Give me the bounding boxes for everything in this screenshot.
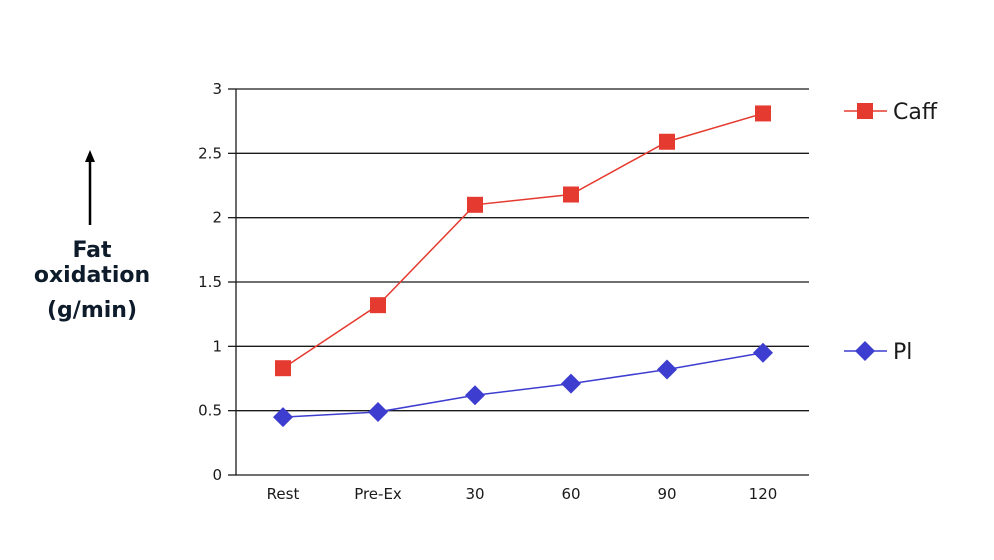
x-tick-label: 60 [561, 485, 580, 503]
y-axis-title-unit: (g/min) [46, 298, 138, 323]
marker-pl [753, 342, 773, 363]
marker-pl [561, 373, 581, 394]
marker-pl [465, 385, 485, 406]
y-tick-labels: 0 0.5 1 1.5 2 2.5 3 [198, 80, 222, 484]
x-tick-label: Pre-Ex [354, 485, 402, 503]
series-lines [282, 112, 764, 418]
legend-label-caff: Caff [893, 100, 938, 125]
marker-pl [273, 407, 293, 428]
legend-label-pl: Pl [893, 340, 912, 365]
legend-square-icon [857, 103, 873, 119]
marker-caff [563, 186, 579, 203]
x-tick-labels: Rest Pre-Ex 30 60 90 120 [267, 485, 778, 503]
y-tick-label: 0 [212, 466, 222, 484]
series-line-caff [282, 112, 764, 369]
x-tick-label: 120 [749, 485, 778, 503]
y-axis-title-line-2: oxidation [33, 263, 151, 288]
marker-caff [659, 133, 675, 150]
series-markers [273, 105, 773, 428]
marker-caff [467, 196, 483, 213]
x-tick-label: 90 [657, 485, 676, 503]
y-tick-label: 2.5 [198, 144, 222, 162]
y-tick-label: 2 [212, 209, 222, 227]
legend-diamond-icon [855, 341, 875, 361]
y-axis-title: Fat oxidation (g/min) [22, 150, 162, 323]
marker-caff [275, 360, 291, 377]
x-tick-label: Rest [267, 485, 300, 503]
gridlines [236, 88, 809, 412]
y-tick-label: 0.5 [198, 402, 222, 420]
series-line-pl [282, 352, 764, 418]
marker-pl [368, 401, 388, 422]
marker-pl [657, 359, 677, 380]
axes [228, 88, 809, 476]
y-tick-label: 1.5 [198, 273, 222, 291]
y-axis-title-line-1: Fat [72, 238, 112, 263]
marker-caff [370, 297, 386, 314]
y-tick-label: 1 [212, 337, 222, 355]
y-tick-label: 3 [212, 80, 222, 98]
x-tick-label: 30 [465, 485, 484, 503]
up-arrow-icon [85, 150, 95, 225]
legend: Caff Pl [844, 100, 938, 365]
marker-caff [755, 105, 771, 122]
